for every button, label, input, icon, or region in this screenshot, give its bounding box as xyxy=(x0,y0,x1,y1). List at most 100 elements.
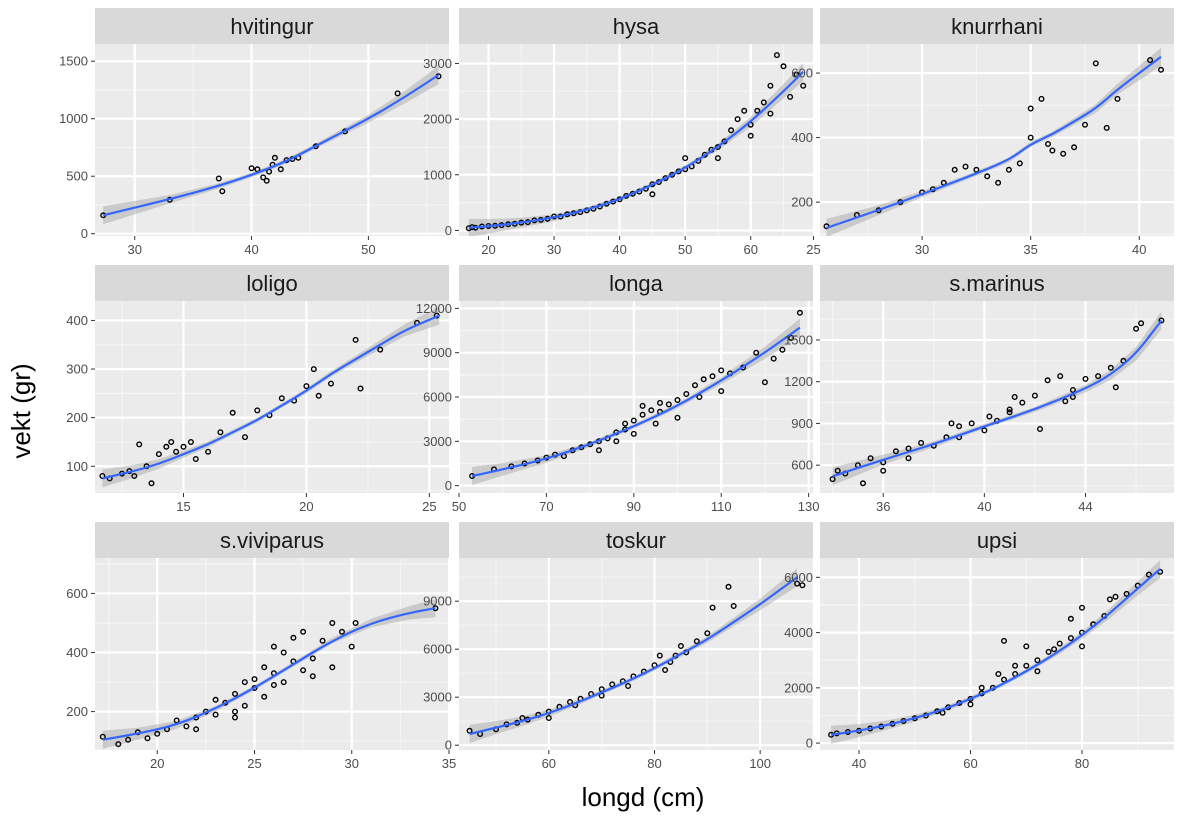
data-point xyxy=(860,480,867,487)
data-point xyxy=(339,628,346,635)
facet-strip xyxy=(95,8,449,44)
smooth-line xyxy=(102,314,440,480)
x-tick-label: 44 xyxy=(1078,499,1092,514)
smooth-line xyxy=(469,576,798,736)
data-point xyxy=(829,476,836,483)
panel-contents xyxy=(95,44,449,236)
data-point xyxy=(1157,66,1164,73)
data-point xyxy=(231,714,238,721)
confidence-ribbon xyxy=(468,62,804,236)
data-point xyxy=(144,735,151,742)
data-point xyxy=(625,683,632,690)
data-point xyxy=(270,682,277,689)
data-point xyxy=(779,346,786,353)
facet-knurrhani: knurrhani 25 30 35 40 200 400 600 xyxy=(791,8,1174,257)
y-tick-label: 600 xyxy=(791,458,813,473)
data-point xyxy=(1049,147,1056,154)
x-tick-label: 130 xyxy=(798,499,820,514)
facet-strip-label: longa xyxy=(609,271,664,296)
data-point xyxy=(155,451,162,458)
data-point xyxy=(148,480,155,487)
x-tick-label: 30 xyxy=(345,756,359,771)
y-tick-label: 400 xyxy=(66,645,88,660)
x-axis-title: longd (cm) xyxy=(582,782,705,812)
data-point xyxy=(212,711,219,718)
y-axis-title: vekt (gr) xyxy=(6,363,36,458)
facet-strip xyxy=(820,8,1174,44)
x-tick-label: 30 xyxy=(127,242,141,257)
data-point xyxy=(788,334,795,341)
data-point xyxy=(674,397,681,404)
data-point xyxy=(709,373,716,380)
data-point xyxy=(1027,105,1034,112)
y-tick-label: 1000 xyxy=(423,167,452,182)
data-point xyxy=(1114,95,1121,102)
data-point xyxy=(1027,134,1034,141)
data-point xyxy=(1034,657,1041,664)
data-point xyxy=(753,349,760,356)
data-point xyxy=(709,604,716,611)
data-point xyxy=(1006,409,1013,416)
data-point xyxy=(309,673,316,680)
data-point xyxy=(682,155,689,162)
facet-s.marinus: s.marinus 36 40 44 600 900 1200 1500 xyxy=(784,265,1174,514)
data-point xyxy=(639,411,646,418)
data-point xyxy=(394,90,401,97)
facet-strip-label: hvitingur xyxy=(230,14,313,39)
data-point xyxy=(962,163,969,170)
data-point xyxy=(1103,124,1110,131)
confidence-ribbon xyxy=(103,66,439,225)
x-tick-label: 30 xyxy=(915,242,929,257)
data-point xyxy=(718,388,725,395)
y-tick-label: 2000 xyxy=(423,112,452,127)
x-tick-label: 36 xyxy=(876,499,890,514)
data-point xyxy=(1106,596,1113,603)
y-tick-label: 4000 xyxy=(784,625,813,640)
y-tick-label: 2000 xyxy=(784,680,813,695)
x-tick-label: 100 xyxy=(749,756,771,771)
x-tick-label: 40 xyxy=(852,756,866,771)
x-tick-label: 40 xyxy=(977,499,991,514)
data-point xyxy=(639,402,646,409)
y-tick-label: 400 xyxy=(66,313,88,328)
data-point xyxy=(1036,426,1043,433)
data-point xyxy=(951,166,958,173)
data-point xyxy=(1095,373,1102,380)
data-point xyxy=(1023,643,1030,650)
data-point xyxy=(1016,160,1023,167)
data-point xyxy=(905,455,912,462)
data-point xyxy=(1012,662,1019,669)
data-point xyxy=(328,380,335,387)
y-tick-label: 900 xyxy=(791,416,813,431)
data-point xyxy=(180,443,187,450)
data-point xyxy=(761,379,768,386)
data-point xyxy=(154,730,161,737)
data-point xyxy=(261,664,268,671)
panel-contents xyxy=(820,44,1174,236)
data-point xyxy=(741,107,748,114)
y-tick-label: 0 xyxy=(81,226,88,241)
x-tick-label: 60 xyxy=(743,242,757,257)
data-point xyxy=(718,367,725,374)
data-point xyxy=(280,679,287,686)
data-point xyxy=(986,413,993,420)
data-point xyxy=(1034,668,1041,675)
panel-background xyxy=(820,44,1174,236)
data-point xyxy=(319,637,326,644)
data-point xyxy=(377,346,384,353)
data-point xyxy=(692,382,699,389)
data-point xyxy=(125,736,132,743)
facet-strip-label: loligo xyxy=(246,271,297,296)
data-point xyxy=(1107,364,1114,371)
y-tick-label: 3000 xyxy=(423,434,452,449)
data-point xyxy=(241,434,248,441)
data-point xyxy=(1078,643,1085,650)
data-point xyxy=(1056,640,1063,647)
data-point xyxy=(1112,593,1119,600)
x-tick-label: 80 xyxy=(647,756,661,771)
data-point xyxy=(880,467,887,474)
data-point xyxy=(770,355,777,362)
data-point xyxy=(652,420,659,427)
data-point xyxy=(241,702,248,709)
data-point xyxy=(183,723,190,730)
